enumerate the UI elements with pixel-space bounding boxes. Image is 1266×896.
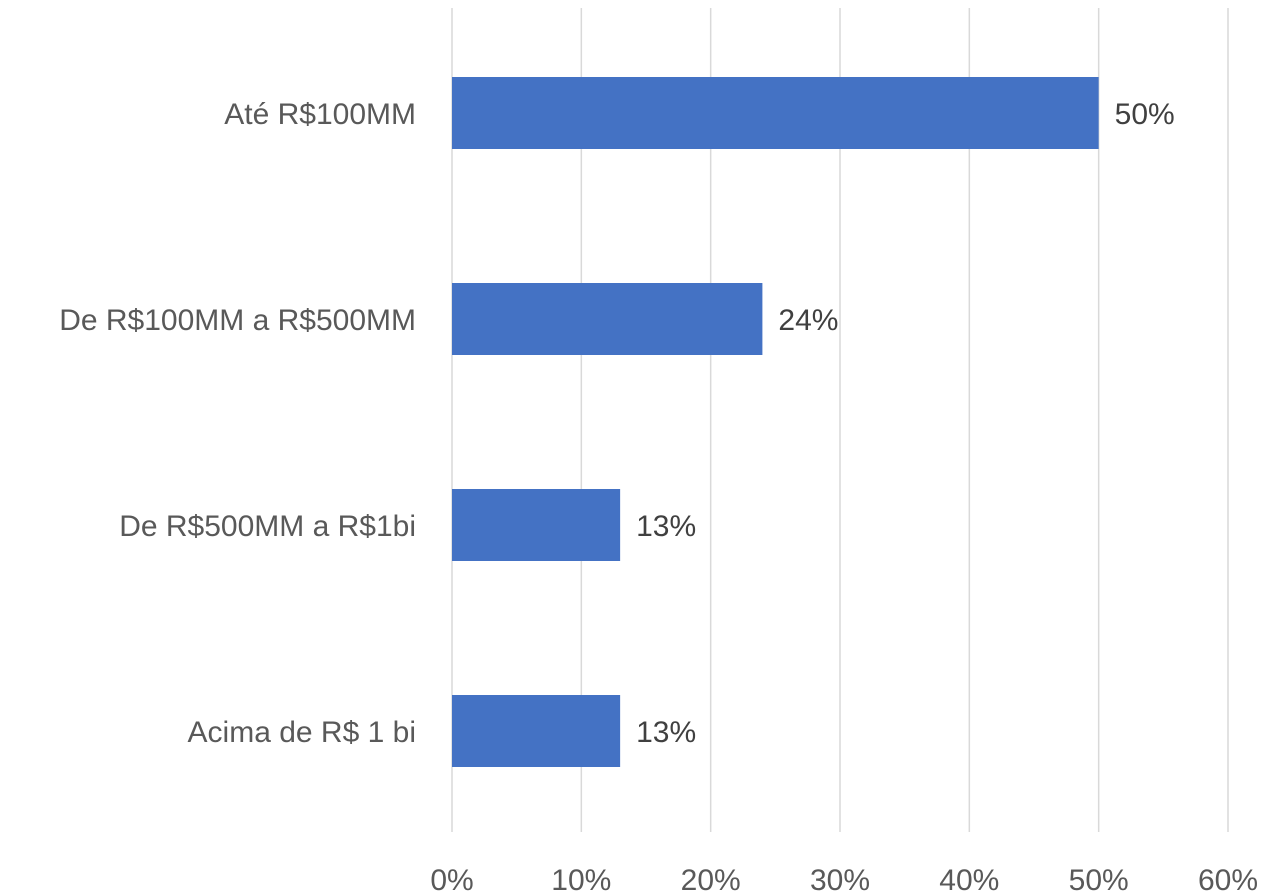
category-label: De R$500MM a R$1bi	[119, 510, 416, 543]
x-tick-label: 40%	[939, 864, 999, 896]
bar	[452, 77, 1099, 149]
category-label: De R$100MM a R$500MM	[59, 304, 416, 337]
data-label: 24%	[778, 304, 838, 337]
x-tick-label: 0%	[430, 864, 473, 896]
bar	[452, 695, 621, 767]
x-tick-label: 60%	[1198, 864, 1258, 896]
x-tick-label: 50%	[1069, 864, 1129, 896]
category-label: Acima de R$ 1 bi	[188, 716, 416, 749]
bar	[452, 283, 763, 355]
data-label: 13%	[636, 510, 696, 543]
category-labels: Até R$100MM De R$100MM a R$500MM De R$500M…	[59, 98, 416, 749]
x-axis-tick-labels: 0% 10% 20% 30% 40% 50% 60%	[430, 864, 1258, 896]
data-label: 13%	[636, 716, 696, 749]
bars	[452, 77, 1099, 767]
x-tick-label: 20%	[681, 864, 741, 896]
bar	[452, 489, 621, 561]
x-tick-label: 30%	[810, 864, 870, 896]
data-label: 50%	[1115, 98, 1175, 131]
x-tick-label: 10%	[551, 864, 611, 896]
category-label: Até R$100MM	[224, 98, 416, 131]
data-labels: 50% 24% 13% 13%	[636, 98, 1175, 749]
